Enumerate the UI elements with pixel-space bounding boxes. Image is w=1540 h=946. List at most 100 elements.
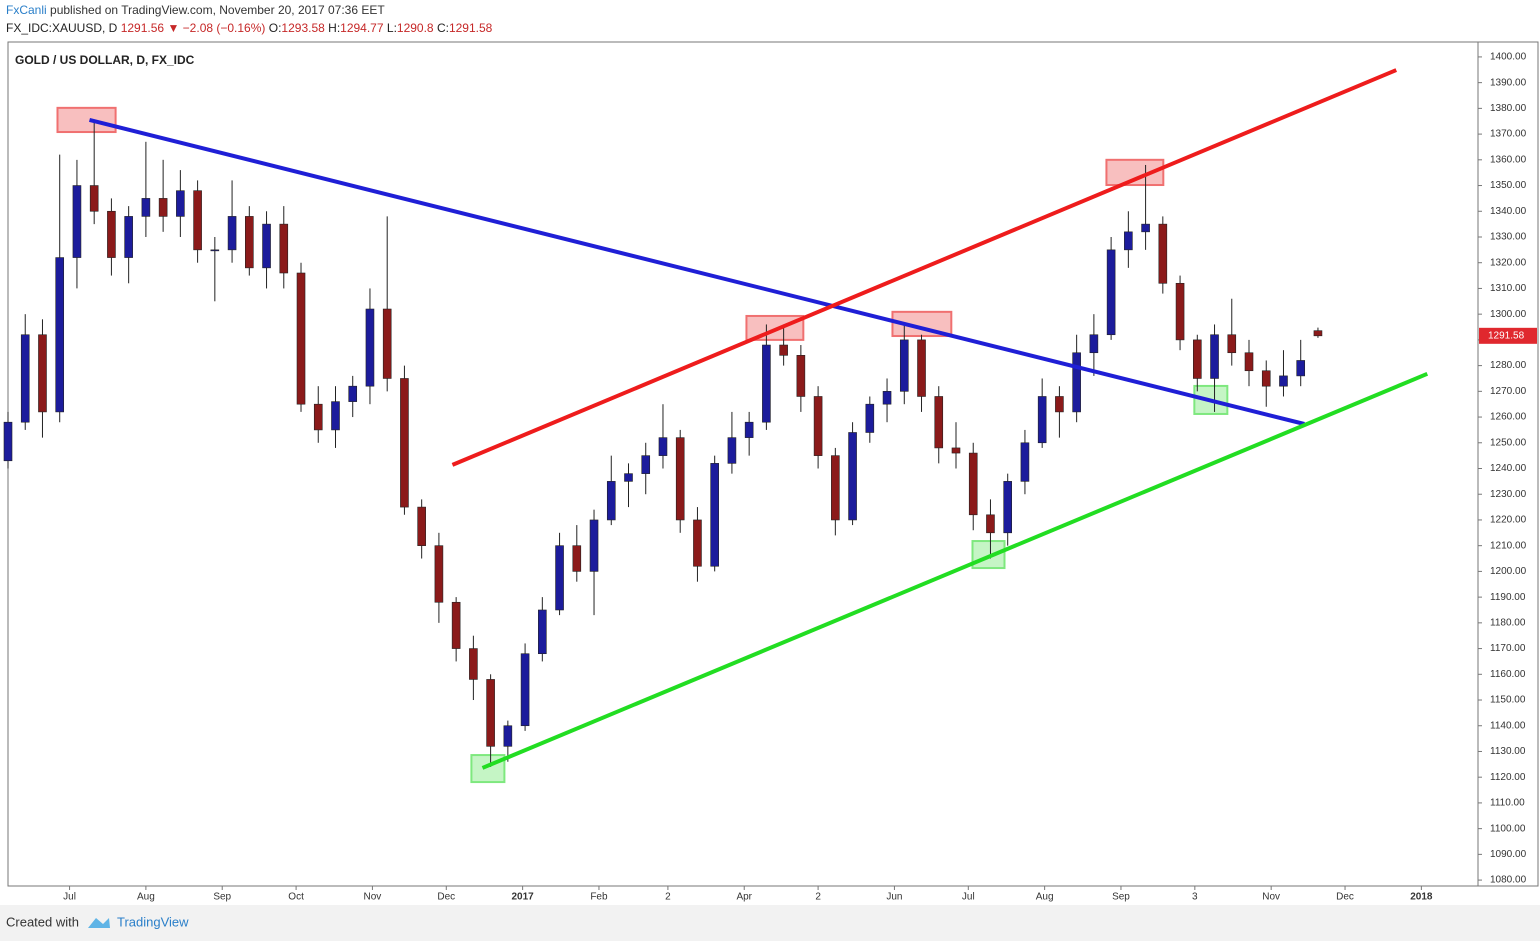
candle-body — [313, 403, 323, 431]
y-tick-label: 1340.00 — [1490, 206, 1527, 217]
x-tick-label: 2017 — [511, 892, 534, 903]
candle-body — [1210, 334, 1219, 379]
y-tick-label: 1270.00 — [1490, 386, 1527, 397]
x-tick-label: Jun — [886, 892, 902, 903]
candle-body — [882, 391, 892, 405]
candle-body — [38, 334, 47, 413]
candle-body — [1003, 481, 1012, 534]
published: published on TradingView.com, November 2… — [50, 3, 385, 17]
candle-body — [193, 190, 202, 251]
candle-body — [1141, 223, 1150, 233]
candle-body — [486, 679, 495, 747]
candle-body — [348, 385, 358, 402]
x-tick-label: Dec — [1336, 892, 1354, 903]
y-tick-label: 1250.00 — [1490, 437, 1527, 448]
footer-bar — [0, 905, 1540, 941]
quote-line: FX_IDC:XAUUSD, D 1291.56 ▼ −2.08 (−0.16%… — [6, 21, 493, 35]
candle-body — [1055, 396, 1064, 413]
candle-body — [1296, 360, 1306, 377]
candle-body — [417, 506, 426, 546]
y-tick-label: 1350.00 — [1490, 180, 1527, 191]
candle-body — [589, 519, 599, 572]
candle-body — [641, 455, 651, 474]
candle-body — [779, 344, 788, 356]
candle-body — [762, 344, 771, 423]
y-tick-label: 1130.00 — [1490, 746, 1526, 757]
y-tick-label: 1210.00 — [1490, 540, 1527, 551]
candle-body — [1158, 223, 1168, 284]
x-tick-label: 3 — [1192, 892, 1198, 903]
header-line: FxCanli published on TradingView.com, No… — [6, 3, 385, 17]
low-label: L: — [387, 21, 397, 35]
candle-body — [606, 481, 616, 521]
x-tick-label: Aug — [137, 892, 155, 903]
candle-body — [210, 249, 220, 252]
y-tick-label: 1240.00 — [1490, 463, 1527, 474]
y-tick-label: 1310.00 — [1490, 283, 1527, 294]
trend-line — [89, 118, 1305, 426]
plot-frame — [7, 41, 1479, 887]
candle-body — [693, 519, 702, 567]
y-tick-label: 1200.00 — [1490, 566, 1527, 577]
trend-line — [481, 371, 1429, 770]
candle-body — [1089, 334, 1099, 354]
candle-body — [727, 437, 737, 464]
candle-body — [1192, 339, 1202, 379]
candle-body — [3, 421, 13, 462]
candle-body — [624, 473, 633, 482]
x-tick-label: Nov — [364, 892, 382, 903]
y-tick-label: 1370.00 — [1490, 129, 1527, 140]
candle-body — [20, 334, 30, 423]
y-tick-label: 1140.00 — [1490, 720, 1526, 731]
candle-body — [520, 653, 530, 727]
candle-body — [503, 725, 513, 747]
footer-brand[interactable]: TradingView — [117, 914, 189, 929]
close-label: C: — [437, 21, 449, 35]
candle-body — [434, 545, 444, 603]
chart-title: GOLD / US DOLLAR, D, FX_IDC — [15, 53, 195, 67]
y-tick-label: 1120.00 — [1490, 772, 1526, 783]
candle-body — [1244, 352, 1254, 372]
candle-body — [813, 396, 823, 456]
candle-body — [917, 339, 926, 397]
candle-body — [72, 185, 82, 258]
candle-body — [158, 198, 168, 217]
candle-body — [1106, 249, 1116, 336]
candle-body — [400, 378, 409, 508]
y-tick-label: 1180.00 — [1490, 617, 1526, 628]
candle-body — [1175, 282, 1185, 341]
open-value: 1293.58 — [281, 21, 325, 35]
y-tick-label: 1170.00 — [1490, 643, 1526, 654]
open-label: O: — [269, 21, 282, 35]
x-tick-label: Oct — [288, 892, 304, 903]
candle-body — [951, 447, 961, 454]
candle-body — [89, 185, 99, 212]
candle-body — [538, 609, 547, 655]
x-tick-label: Nov — [1262, 892, 1280, 903]
low-value: 1290.8 — [397, 21, 434, 35]
candle-body — [382, 308, 392, 379]
candle-body — [1313, 330, 1323, 337]
symbol: FX_IDC:XAUUSD, D — [6, 21, 118, 35]
candle-body — [555, 545, 564, 611]
candle-body — [796, 355, 806, 397]
author[interactable]: FxCanli — [6, 3, 47, 17]
candle-body — [968, 452, 978, 516]
footer-created: Created with — [6, 914, 79, 929]
price-axis-frame — [1477, 41, 1539, 887]
candle-body — [899, 339, 909, 392]
x-tick-label: Feb — [590, 892, 608, 903]
y-tick-label: 1150.00 — [1490, 695, 1526, 706]
price: 1291.56 — [121, 21, 165, 35]
y-tick-label: 1100.00 — [1490, 823, 1526, 834]
candle-body — [934, 396, 944, 449]
candle-body — [1037, 396, 1047, 444]
candle-body — [124, 216, 133, 258]
candle-body — [1261, 370, 1271, 387]
y-tick-label: 1380.00 — [1490, 103, 1527, 114]
x-tick-label: Dec — [437, 892, 455, 903]
x-tick-label: 2 — [815, 892, 821, 903]
candle-body — [107, 210, 116, 258]
y-tick-label: 1080.00 — [1490, 875, 1527, 886]
brand-logo — [88, 918, 110, 928]
